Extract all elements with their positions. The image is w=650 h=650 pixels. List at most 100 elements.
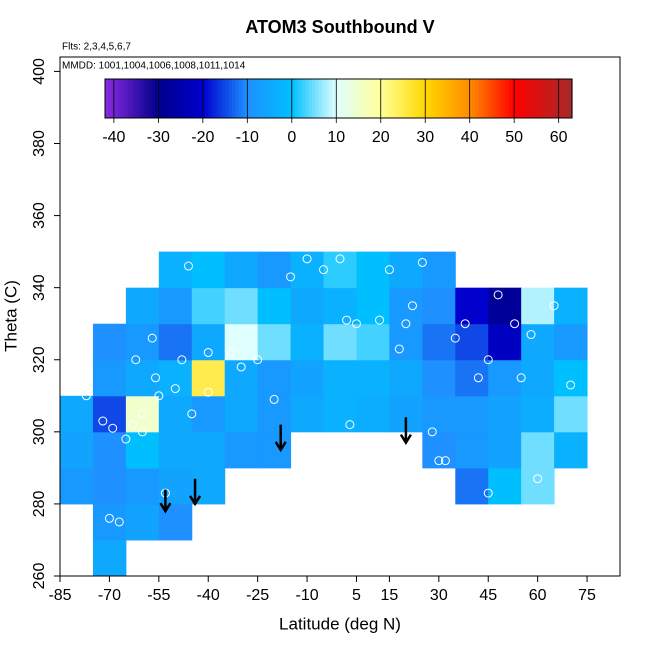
colorbar-swatch <box>461 79 466 118</box>
colorbar-swatch <box>185 79 189 118</box>
arrow <box>399 417 412 446</box>
colorbar-swatch <box>118 79 123 118</box>
colorbar-swatch <box>131 79 136 118</box>
colorbar-tick-label: 10 <box>327 129 345 146</box>
colorbar-swatch <box>405 79 410 118</box>
cell <box>323 323 357 361</box>
colorbar-swatch <box>158 79 163 118</box>
axes: -85 -70 -55 -40 -25 -10 5 15 30 45 60 7526028030032… <box>31 58 596 604</box>
observation-point <box>131 355 141 365</box>
y-axis-label: Theta (C) <box>1 280 20 352</box>
colorbar-swatch <box>268 79 273 118</box>
colorbar-swatch <box>201 79 206 118</box>
observation-point <box>549 301 559 311</box>
colorbar-swatch <box>438 79 443 118</box>
cell <box>191 359 226 397</box>
cell <box>290 323 325 361</box>
colorbar-swatch <box>418 79 423 118</box>
observation-point <box>302 254 312 264</box>
cell <box>389 251 423 289</box>
colorbar-swatch <box>535 79 540 118</box>
colorbar-swatch <box>178 79 183 118</box>
cell <box>290 395 325 433</box>
cell <box>158 359 193 397</box>
observations <box>81 254 576 527</box>
arrow <box>188 478 202 507</box>
colorbar-swatch <box>285 79 290 118</box>
y-tick-label: 400 <box>31 58 48 85</box>
colorbar-swatch <box>431 79 436 118</box>
cell <box>455 359 489 397</box>
observation-point <box>151 373 161 383</box>
arrows <box>159 417 412 514</box>
colorbar-swatch <box>391 79 396 118</box>
colorbar-swatch <box>348 79 353 118</box>
colorbar-swatch <box>491 79 496 118</box>
cell <box>158 323 193 361</box>
observation-point <box>450 333 460 343</box>
x-tick-label: -70 <box>98 587 121 604</box>
colorbar-swatch <box>258 79 263 118</box>
observation-point <box>351 319 361 329</box>
cell <box>257 323 292 361</box>
observation-point <box>137 427 147 437</box>
colorbar-swatch <box>108 79 113 118</box>
colorbar-swatch <box>375 79 380 118</box>
cell <box>422 431 456 469</box>
cell <box>92 395 127 433</box>
colorbar-swatch <box>425 79 430 118</box>
observation-point <box>434 456 444 466</box>
colorbar-tick-label: -40 <box>102 129 125 146</box>
y-tick-label: 320 <box>31 346 48 373</box>
x-tick-label: 30 <box>430 587 448 604</box>
colorbar-swatch <box>255 79 260 118</box>
colorbar-swatch <box>155 79 159 118</box>
subtitle: Flts: 2,3,4,5,6,7 <box>62 42 131 53</box>
x-tick-label: 45 <box>479 587 497 604</box>
observation-point <box>483 488 493 498</box>
colorbar-swatch <box>498 79 503 118</box>
cell <box>125 467 160 505</box>
observation-point <box>154 391 164 401</box>
colorbar-swatch <box>171 79 176 118</box>
arrow <box>159 489 172 514</box>
colorbar-tick-label: 60 <box>550 129 568 146</box>
x-tick-label: 5 <box>352 587 361 604</box>
cell <box>290 251 325 289</box>
cell <box>422 287 456 325</box>
cell <box>125 395 160 433</box>
cell <box>257 359 292 397</box>
colorbar-swatch <box>328 79 333 118</box>
observation-point <box>407 301 417 311</box>
colorbar-swatch <box>361 79 366 118</box>
colorbar-swatch <box>368 79 373 118</box>
cell <box>554 359 588 397</box>
observation-point <box>183 261 193 271</box>
colorbar-swatch <box>455 79 460 118</box>
cell <box>356 251 390 289</box>
colorbar-swatch <box>305 79 310 118</box>
colorbar-swatch <box>478 79 483 118</box>
colorbar: -40 -30 -20 -10 0 10 20 30 40 50 60 <box>102 78 573 146</box>
cell <box>191 251 226 289</box>
colorbar-tick-label: 30 <box>416 129 434 146</box>
cell <box>521 359 555 397</box>
cell <box>191 323 226 361</box>
colorbar-swatch <box>468 79 473 118</box>
colorbar-swatch <box>358 79 363 118</box>
observation-point <box>533 474 543 484</box>
colorbar-tick-label: -20 <box>191 129 214 146</box>
y-tick-label: 280 <box>31 490 48 517</box>
colorbar-swatch <box>331 79 336 118</box>
observation-point <box>187 409 197 419</box>
cell <box>389 287 423 325</box>
cell <box>125 359 160 397</box>
colorbar-swatch <box>395 79 400 118</box>
cell <box>158 431 193 469</box>
cell <box>389 323 423 361</box>
colorbar-swatch <box>505 79 510 118</box>
colorbar-swatch <box>241 79 246 118</box>
colorbar-swatch <box>235 79 240 118</box>
colorbar-swatch <box>388 79 393 118</box>
colorbar-swatch <box>501 79 506 118</box>
